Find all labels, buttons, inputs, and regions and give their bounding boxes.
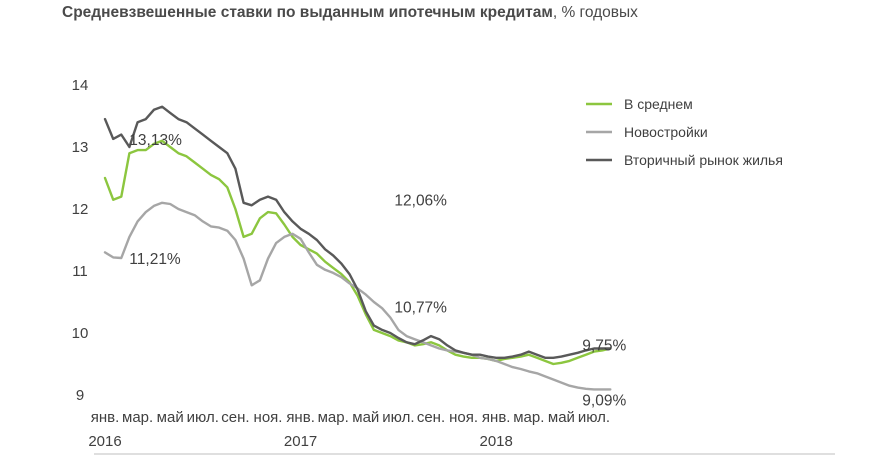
data-label: 13,13%: [129, 132, 182, 149]
data-label: 10,77%: [394, 299, 447, 316]
data-label: 11,21%: [129, 251, 181, 268]
x-year-label: 2016: [88, 433, 121, 450]
x-year-label: 2017: [284, 433, 317, 450]
x-tick-label: сен.: [417, 409, 445, 426]
legend-label: В среднем: [624, 96, 693, 112]
x-tick-label: янв.: [286, 409, 315, 426]
x-tick-label: июл.: [578, 409, 610, 426]
chart-title-unit: , % годовых: [552, 4, 638, 21]
x-tick-label: мар.: [513, 409, 544, 426]
x-tick-label: ноя.: [254, 409, 283, 426]
x-year-label: 2018: [480, 433, 513, 450]
x-tick-label: июл.: [382, 409, 414, 426]
y-tick-label: 12: [72, 201, 89, 218]
x-tick-label: мар.: [122, 409, 153, 426]
x-tick-label: янв.: [91, 409, 120, 426]
y-tick-label: 10: [72, 325, 89, 342]
x-tick-label: мар.: [318, 409, 349, 426]
x-tick-label: май: [157, 409, 184, 426]
data-label: 9,09%: [582, 392, 626, 409]
chart-title-main: Средневзвешенные ставки по выданным ипот…: [62, 4, 553, 21]
x-tick-label: май: [352, 409, 379, 426]
legend-label: Вторичный рынок жилья: [624, 152, 783, 168]
x-tick-label: май: [548, 409, 575, 426]
x-tick-label: июл.: [187, 409, 219, 426]
series-line-3: [103, 105, 612, 359]
chart-title: Средневзвешенные ставки по выданным ипот…: [62, 4, 638, 22]
x-tick-label: сен.: [221, 409, 249, 426]
series-line-1: [103, 139, 612, 366]
y-tick-label: 9: [76, 387, 84, 404]
y-tick-label: 14: [72, 77, 89, 94]
x-tick-label: ноя.: [449, 409, 478, 426]
y-tick-label: 13: [72, 139, 89, 156]
data-label: 9,75%: [582, 338, 626, 355]
legend-label: Новостройки: [624, 124, 708, 140]
x-tick-label: янв.: [482, 409, 511, 426]
data-label: 12,06%: [394, 192, 447, 209]
y-tick-label: 11: [72, 263, 88, 280]
